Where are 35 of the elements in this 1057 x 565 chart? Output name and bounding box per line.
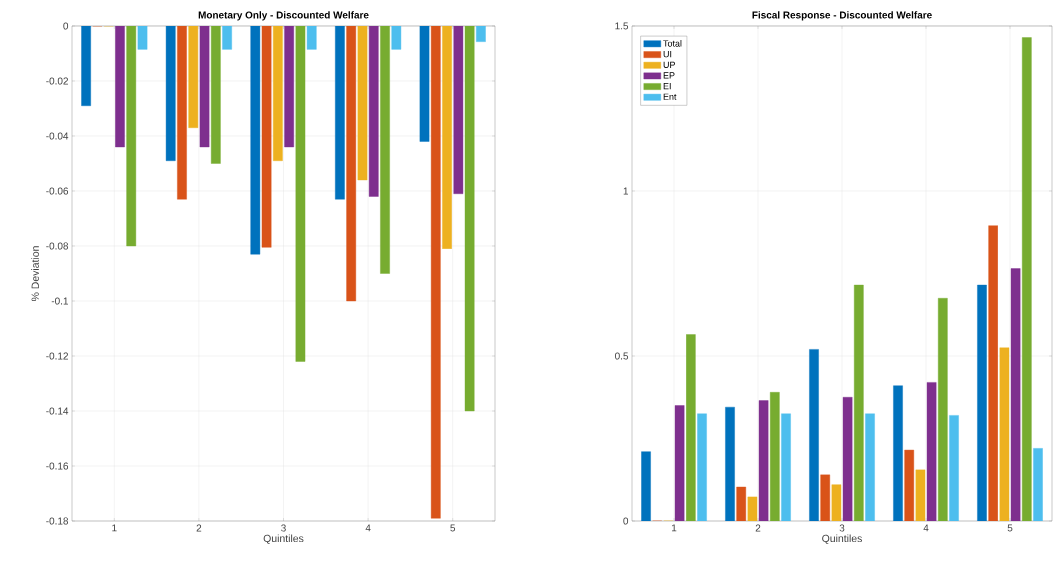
chart-title: Monetary Only - Discounted Welfare	[198, 11, 369, 21]
x-tick-label: 5	[450, 524, 456, 532]
y-tick-label: -0.14	[46, 407, 69, 415]
y-tick-label: 1.5	[615, 22, 629, 30]
x-tick-label: 5	[1007, 524, 1013, 532]
y-tick-label: 0.5	[615, 352, 629, 360]
legend-label: UP	[663, 61, 675, 68]
x-tick-label: 4	[923, 524, 929, 532]
x-tick-label: 4	[365, 524, 371, 532]
y-tick-label: -0.1	[51, 297, 68, 305]
x-tick-label: 1	[112, 524, 117, 532]
y-tick-label: -0.18	[46, 517, 69, 525]
legend-label: UI	[663, 51, 672, 58]
chart-title: Fiscal Response - Discounted Welfare	[752, 11, 932, 21]
y-tick-label: 0	[63, 22, 69, 30]
y-tick-label: -0.04	[46, 132, 69, 140]
y-tick-label: -0.12	[46, 352, 68, 360]
x-tick-label: 3	[281, 524, 286, 532]
y-axis-title: % Deviation	[31, 246, 39, 302]
y-tick-label: -0.06	[46, 187, 69, 195]
legend-label: EI	[663, 83, 671, 90]
x-tick-label: 2	[196, 524, 202, 532]
x-axis-title: Quintiles	[822, 534, 862, 544]
x-axis-title: Quintiles	[263, 534, 304, 544]
legend-label: Total	[663, 40, 682, 47]
y-tick-label: -0.02	[46, 77, 68, 85]
y-tick-label: -0.16	[46, 462, 69, 470]
legend-label: EP	[663, 72, 675, 79]
x-tick-label: 1	[672, 524, 677, 532]
y-tick-label: 0	[623, 517, 629, 525]
legend-label: Ent	[663, 93, 677, 100]
x-tick-label: 2	[755, 524, 761, 532]
y-tick-label: 1	[623, 187, 629, 195]
x-tick-label: 3	[839, 524, 845, 532]
y-tick-label: -0.08	[46, 242, 69, 250]
